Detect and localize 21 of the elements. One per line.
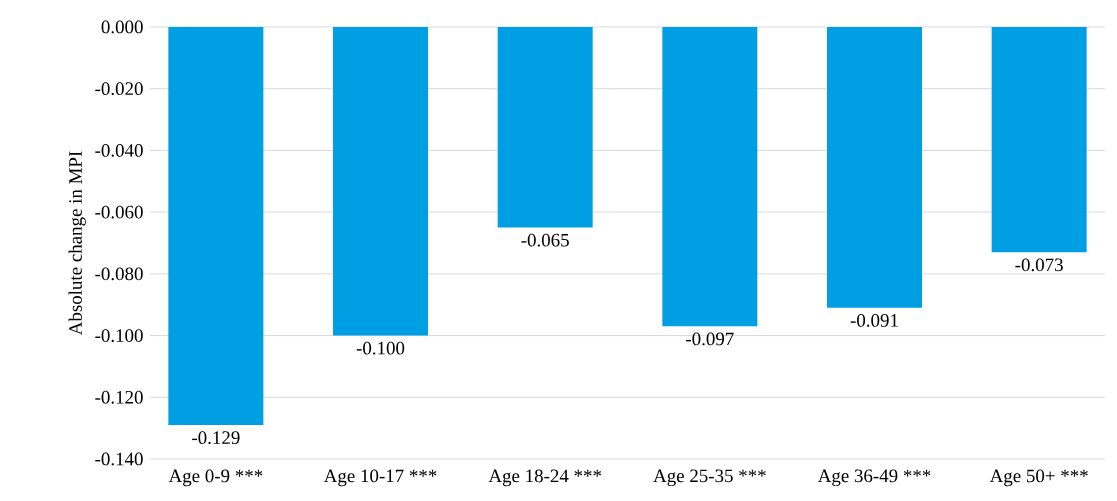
y-axis-title: Absolute change in MPI: [68, 151, 86, 336]
y-tick-label: -0.140: [95, 452, 143, 466]
x-tick-label: Age 0-9 ***: [168, 469, 263, 487]
data-label: -0.091: [850, 314, 898, 327]
data-label: -0.100: [356, 341, 405, 355]
y-tick-label: 0.000: [101, 20, 143, 34]
x-tick-label: Age 25-35 ***: [653, 469, 766, 487]
data-label: -0.097: [686, 332, 734, 346]
y-tick-label: -0.040: [95, 144, 143, 157]
x-tick-label: Age 10-17 ***: [323, 469, 437, 487]
x-tick-label: Age 18-24 ***: [488, 469, 602, 487]
data-label: -0.129: [192, 431, 240, 445]
y-tick-label: -0.080: [95, 267, 143, 281]
y-tick-label: -0.060: [95, 205, 143, 219]
x-tick-label: Age 50+ ***: [989, 469, 1088, 487]
data-label: -0.065: [521, 233, 569, 247]
y-tick-label: -0.120: [95, 390, 143, 404]
y-tick-label: -0.100: [95, 329, 143, 342]
y-tick-label: -0.020: [95, 82, 143, 96]
data-label: -0.073: [1015, 258, 1063, 272]
x-tick-label: Age 36-49 ***: [817, 469, 931, 487]
